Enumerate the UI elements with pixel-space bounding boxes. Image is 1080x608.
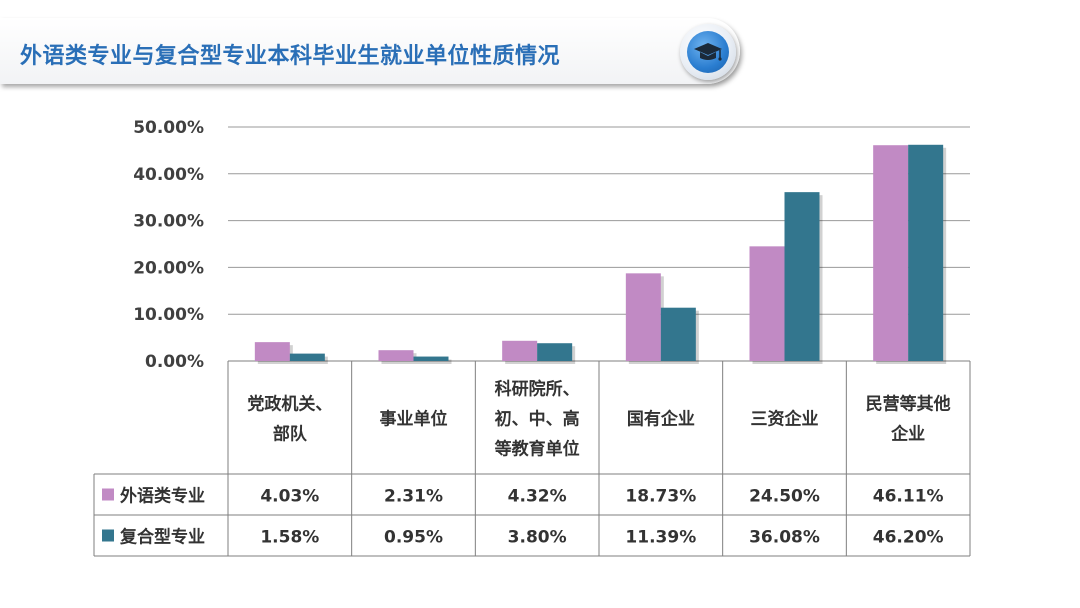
data-label: 1.58%: [260, 528, 319, 548]
data-label: 0.95%: [384, 528, 443, 548]
x-category-label: 民营等其他: [866, 394, 951, 415]
page-title: 外语类专业与复合型专业本科毕业生就业单位性质情况: [20, 44, 561, 69]
bar-compound: [784, 192, 820, 361]
bar-compound: [537, 343, 573, 361]
bar-compound: [289, 353, 325, 361]
bar-foreign-language: [749, 246, 785, 361]
data-label: 46.20%: [873, 528, 944, 548]
x-category-label: 科研院所、: [495, 379, 580, 400]
data-label: 46.11%: [873, 487, 944, 507]
x-category-label: 事业单位: [380, 409, 448, 430]
data-label: 2.31%: [384, 487, 443, 507]
graduation-cap-icon: [680, 24, 736, 80]
y-tick-label: 30.00%: [133, 212, 204, 232]
x-category-label: 党政机关、: [247, 394, 332, 415]
y-tick-label: 50.00%: [133, 118, 204, 138]
x-category-label: 企业: [890, 424, 925, 445]
bar-foreign-language: [502, 340, 538, 361]
y-tick-label: 10.00%: [133, 305, 204, 325]
bar-foreign-language: [625, 273, 661, 361]
cap-glyph: [694, 43, 722, 61]
data-label: 36.08%: [749, 528, 820, 548]
x-category-label: 国有企业: [627, 409, 695, 430]
x-category-label: 部队: [273, 424, 308, 445]
bar-compound: [908, 144, 944, 361]
legend-label: 复合型专业: [119, 527, 205, 548]
y-tick-label: 20.00%: [133, 258, 204, 278]
title-bar: [0, 18, 740, 84]
bar-foreign-language: [873, 145, 909, 361]
bar-compound: [413, 356, 449, 361]
legend-label: 外语类专业: [120, 486, 205, 507]
legend-swatch: [102, 488, 114, 501]
data-label: 11.39%: [625, 528, 696, 548]
data-label: 4.03%: [260, 487, 319, 507]
y-tick-label: 40.00%: [133, 165, 204, 185]
bar-compound: [660, 307, 696, 361]
legend-swatch: [102, 529, 114, 542]
x-category-label: 等教育单位: [495, 439, 580, 460]
data-label: 24.50%: [749, 487, 820, 507]
x-category-label: 三资企业: [751, 409, 819, 430]
icon-circle: [687, 31, 729, 73]
bar-shadow: [416, 359, 452, 364]
bar-foreign-language: [378, 350, 414, 361]
x-category-label: 初、中、高: [495, 409, 580, 430]
y-tick-label: 0.00%: [145, 352, 204, 372]
bar-foreign-language: [254, 342, 290, 361]
data-label: 18.73%: [625, 487, 696, 507]
data-label: 3.80%: [508, 528, 567, 548]
data-label: 4.32%: [508, 487, 567, 507]
